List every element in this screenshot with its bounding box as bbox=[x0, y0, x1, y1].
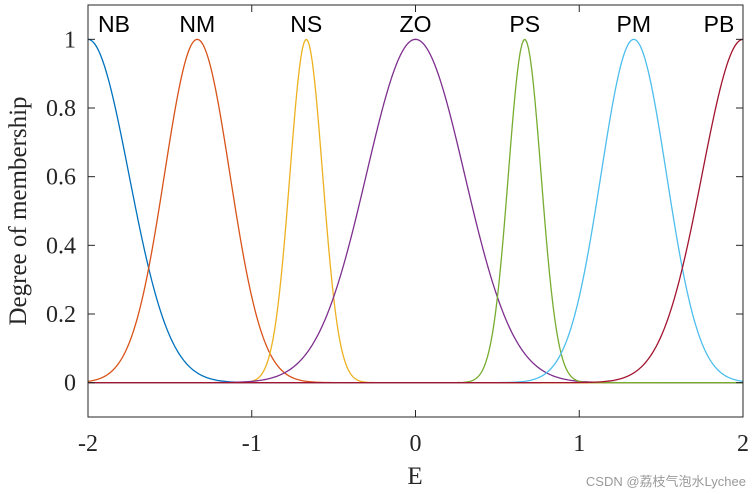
series-line-pm bbox=[88, 38, 744, 384]
y-tick-label: 0 bbox=[64, 371, 76, 397]
x-tick-label: 1 bbox=[573, 431, 585, 457]
y-tick-label: 0.8 bbox=[46, 96, 76, 122]
series-label-ns: NS bbox=[290, 11, 322, 37]
x-axis-ticks: -2 -1 0 1 2 bbox=[78, 5, 749, 457]
y-tick-label: 0.4 bbox=[46, 233, 76, 259]
series-line-nm bbox=[87, 38, 743, 384]
y-tick-label: 1 bbox=[64, 27, 76, 53]
x-tick-label: -1 bbox=[242, 431, 262, 457]
y-tick-label: 0.6 bbox=[46, 165, 76, 191]
y-tick-label: 0.2 bbox=[46, 302, 76, 328]
curves-layer bbox=[87, 38, 744, 384]
series-line-ns bbox=[88, 38, 743, 384]
x-tick-label: 0 bbox=[410, 431, 422, 457]
series-line-nb bbox=[87, 38, 743, 384]
series-line-ps bbox=[88, 38, 743, 384]
series-label-nm: NM bbox=[179, 11, 215, 37]
x-tick-label: 2 bbox=[737, 431, 749, 457]
x-axis-label: E bbox=[407, 463, 422, 490]
x-tick-label: -2 bbox=[78, 431, 98, 457]
watermark-text: CSDN @荔枝气泡水Lychee bbox=[586, 474, 746, 489]
series-label-pb: PB bbox=[704, 11, 735, 37]
series-line-zo bbox=[88, 38, 743, 384]
series-line-pb bbox=[88, 38, 744, 384]
plot-frame bbox=[87, 4, 744, 418]
series-label-ps: PS bbox=[509, 11, 540, 37]
y-axis-ticks: 0 0.2 0.4 0.6 0.8 1 bbox=[46, 27, 743, 397]
series-label-nb: NB bbox=[98, 11, 130, 37]
series-label-pm: PM bbox=[617, 11, 652, 37]
series-label-zo: ZO bbox=[400, 11, 432, 37]
y-axis-label: Degree of membership bbox=[5, 96, 32, 325]
series-labels: NB NM NS ZO PS PM PB bbox=[98, 11, 734, 37]
